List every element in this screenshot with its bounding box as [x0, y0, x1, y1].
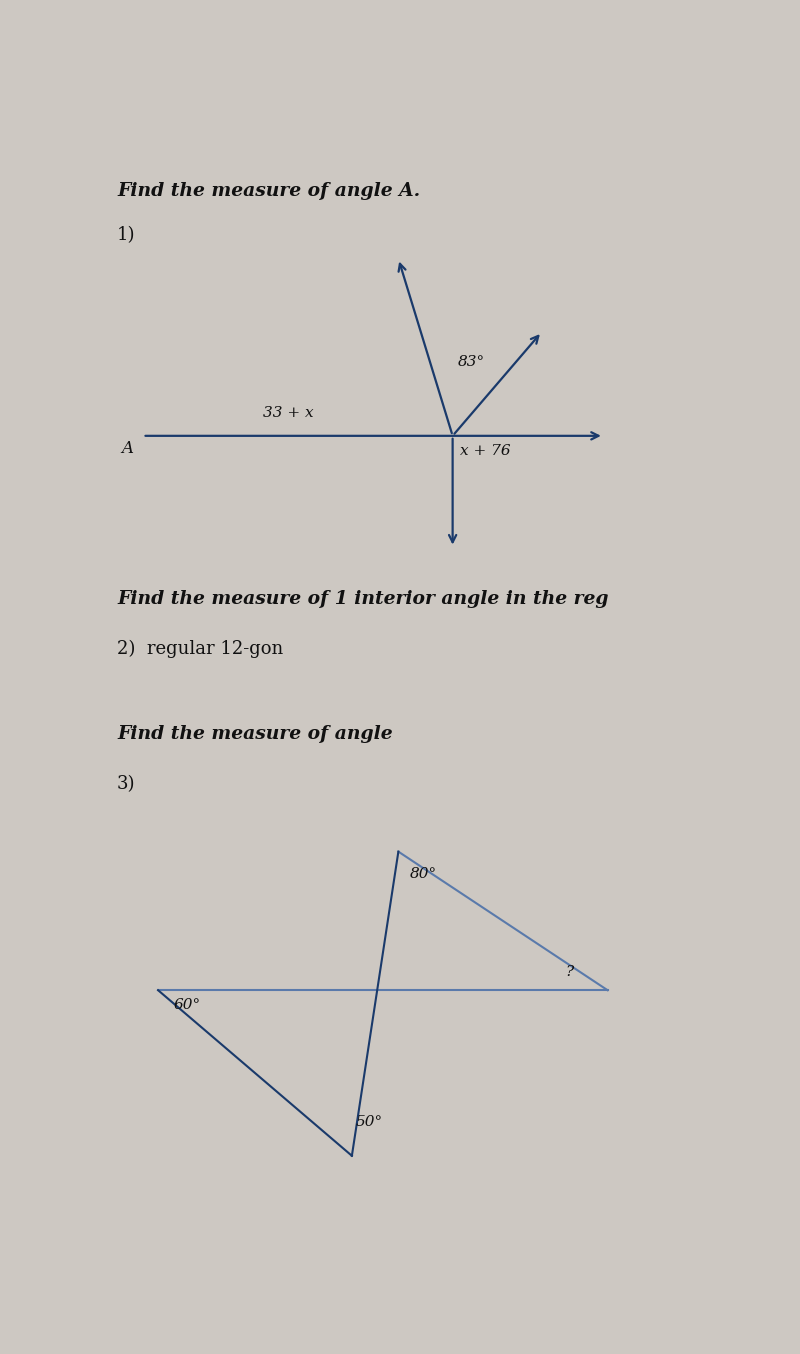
Text: Find the measure of 1 interior angle in the reg: Find the measure of 1 interior angle in …: [117, 590, 609, 608]
Text: 50°: 50°: [356, 1114, 383, 1129]
Text: ?: ?: [565, 964, 573, 979]
Text: 60°: 60°: [174, 998, 201, 1011]
Text: 3): 3): [117, 774, 135, 792]
Text: 33 + x: 33 + x: [262, 406, 314, 421]
Text: 1): 1): [117, 226, 135, 244]
Text: 80°: 80°: [410, 867, 437, 881]
Text: Find the measure of angle: Find the measure of angle: [117, 724, 393, 742]
Text: 83°: 83°: [458, 355, 485, 370]
Text: Find the measure of angle A.: Find the measure of angle A.: [117, 181, 420, 200]
Text: 2)  regular 12-gon: 2) regular 12-gon: [117, 640, 283, 658]
Text: x + 76: x + 76: [460, 444, 511, 458]
Text: A: A: [122, 440, 134, 456]
